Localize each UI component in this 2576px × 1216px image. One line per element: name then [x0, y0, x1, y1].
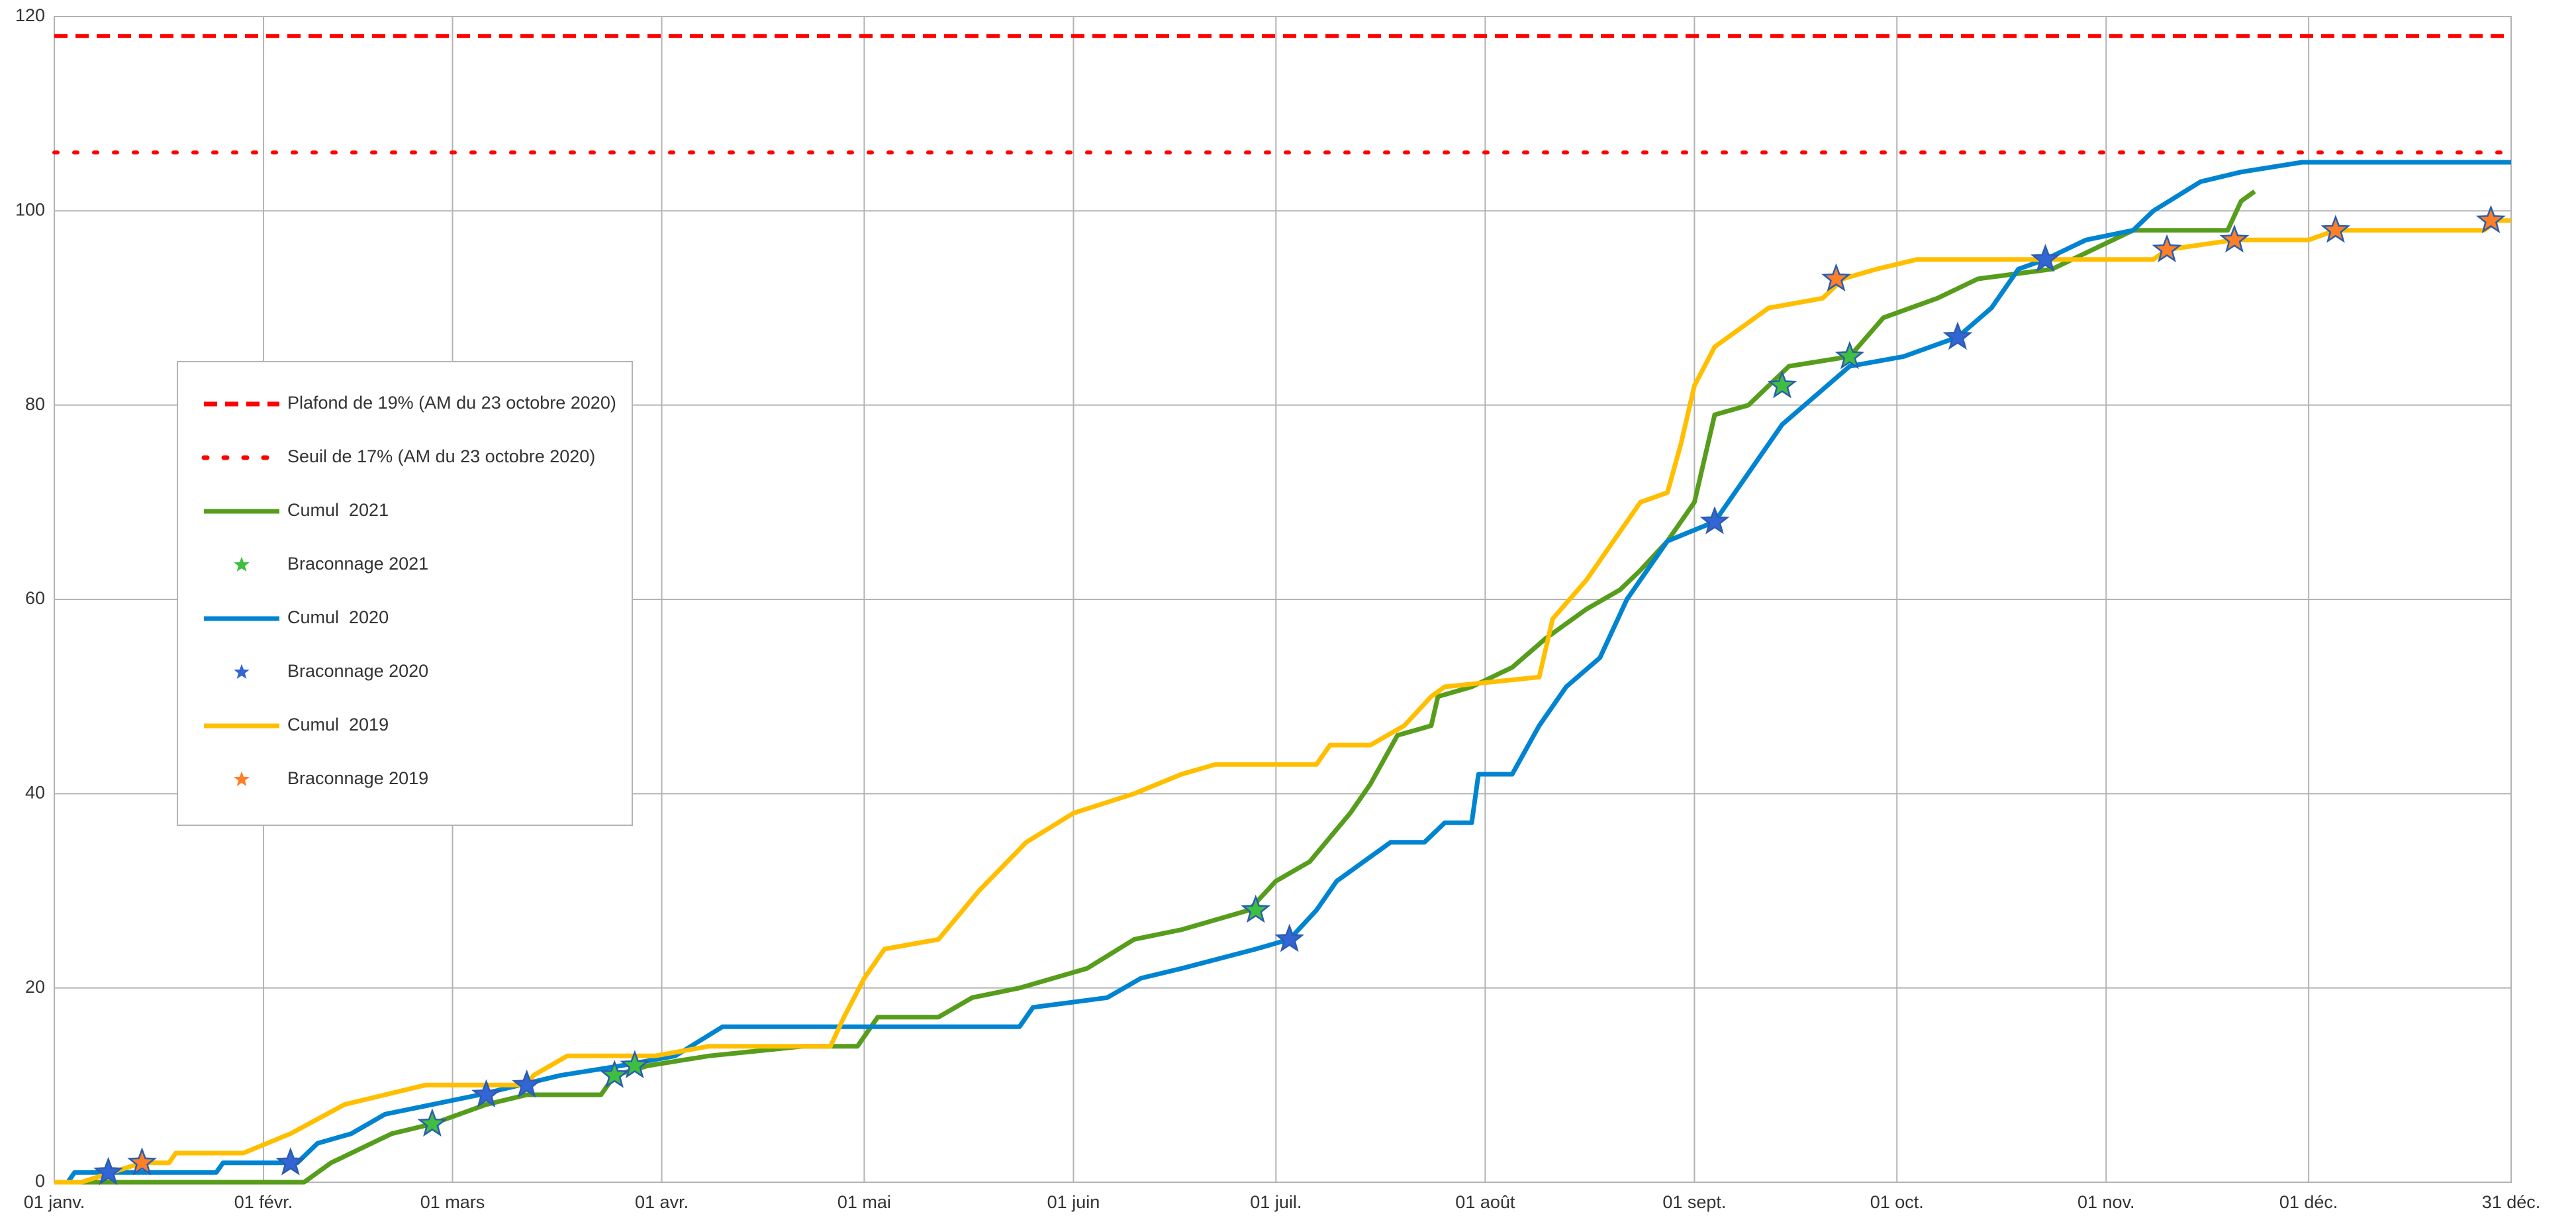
- x-tick-label: 01 juil.: [1250, 1192, 1302, 1212]
- x-tick-label: 01 déc.: [2279, 1192, 2338, 1212]
- star-marker: [275, 1147, 306, 1176]
- star-marker: [127, 1147, 158, 1176]
- x-tick-label: 01 mars: [420, 1192, 485, 1212]
- legend-swatch: [234, 771, 250, 787]
- legend-swatch: [234, 556, 250, 572]
- legend-label: Plafond de 19% (AM du 23 octobre 2020): [287, 393, 616, 413]
- series-line: [54, 218, 2511, 1185]
- y-tick-label: 100: [15, 199, 45, 219]
- star-marker: [93, 1156, 124, 1186]
- x-tick-label: 31 déc.: [2482, 1192, 2541, 1212]
- x-tick-label: 01 janv.: [24, 1192, 85, 1212]
- legend-label: Braconnage 2019: [287, 768, 428, 788]
- legend-swatch: [234, 664, 250, 680]
- x-tick-label: 01 oct.: [1870, 1192, 1924, 1212]
- star-marker: [2219, 224, 2250, 253]
- legend-label: Seuil de 17% (AM du 23 octobre 2020): [287, 446, 595, 466]
- legend-label: Cumul 2019: [287, 715, 389, 735]
- x-tick-label: 01 août: [1455, 1192, 1515, 1212]
- star-marker: [417, 1108, 448, 1137]
- x-tick-label: 01 mai: [837, 1192, 891, 1212]
- x-tick-label: 01 sept.: [1662, 1192, 1726, 1212]
- star-marker: [1821, 263, 1851, 292]
- legend-label: Cumul 2021: [287, 500, 389, 520]
- x-tick-label: 01 nov.: [2077, 1192, 2135, 1212]
- star-marker: [2320, 215, 2351, 243]
- star-marker: [471, 1079, 501, 1108]
- legend-box: [177, 361, 633, 826]
- legend-label: Cumul 2020: [287, 607, 389, 627]
- star-marker: [512, 1069, 542, 1098]
- star-marker: [1699, 506, 1730, 534]
- star-marker: [1835, 340, 1865, 370]
- star-marker: [1274, 923, 1305, 952]
- series-line: [54, 189, 2256, 1185]
- legend-label: Braconnage 2021: [287, 554, 428, 574]
- y-tick-label: 40: [25, 782, 45, 802]
- y-tick-label: 20: [25, 977, 45, 997]
- legend-label: Braconnage 2020: [287, 661, 428, 681]
- y-tick-label: 120: [15, 5, 45, 25]
- star-marker: [2152, 234, 2182, 263]
- legend: Plafond de 19% (AM du 23 octobre 2020) Se…: [177, 361, 633, 826]
- star-marker: [2030, 244, 2061, 272]
- x-tick-label: 01 juin: [1047, 1192, 1100, 1212]
- y-tick-label: 60: [25, 588, 45, 608]
- star-marker: [1241, 894, 1271, 923]
- star-marker: [1767, 370, 1797, 399]
- y-tick-label: 0: [35, 1171, 45, 1191]
- series-line: [54, 160, 2511, 1185]
- star-marker: [2476, 205, 2506, 234]
- star-marker: [620, 1050, 650, 1079]
- x-tick-label: 01 févr.: [234, 1192, 293, 1212]
- star-marker: [1942, 321, 1973, 350]
- star-marker: [599, 1060, 630, 1088]
- x-tick-label: 01 avr.: [635, 1192, 689, 1212]
- y-tick-label: 80: [25, 394, 45, 414]
